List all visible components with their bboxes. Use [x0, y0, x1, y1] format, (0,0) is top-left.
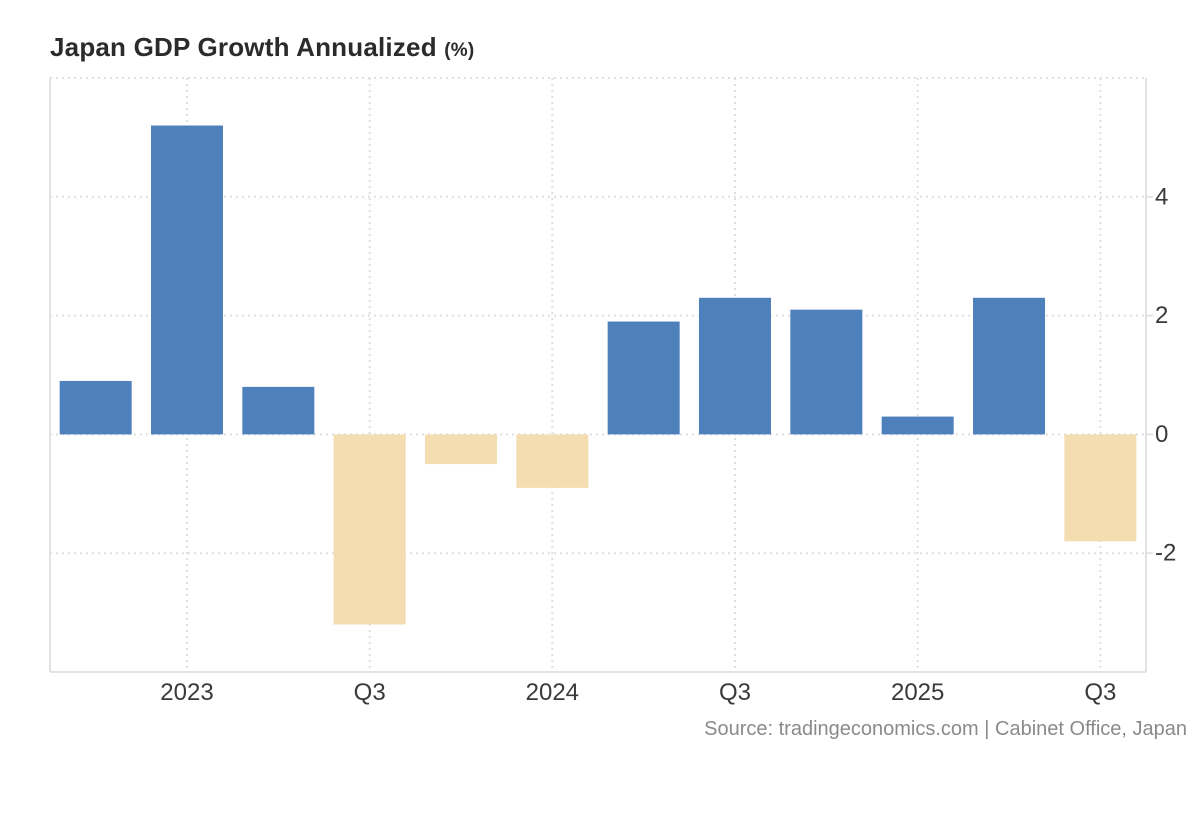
y-axis-label: -2 — [1155, 540, 1176, 567]
chart-title-text: Japan GDP Growth Annualized — [50, 32, 437, 62]
bar-2022-q4[interactable] — [59, 380, 132, 435]
bar-2025-q3[interactable] — [1064, 434, 1137, 542]
x-axis-label: Q3 — [354, 679, 386, 706]
x-axis-label: Q3 — [1084, 679, 1116, 706]
bar-2023-q3[interactable] — [333, 434, 406, 625]
bar-2023-q4[interactable] — [425, 434, 497, 465]
y-axis-label: 2 — [1155, 302, 1168, 329]
bar-2024-q4[interactable] — [790, 309, 863, 435]
source-attribution: Source: tradingeconomics.com | Cabinet O… — [704, 718, 1187, 740]
x-axis-label: 2024 — [526, 679, 579, 706]
bar-2024-q1[interactable] — [516, 434, 589, 488]
y-axis-label: 4 — [1155, 183, 1168, 210]
bar-2025-q1[interactable] — [881, 416, 954, 435]
bar-2023-q2[interactable] — [242, 386, 315, 435]
chart-title: Japan GDP Growth Annualized (%) — [50, 32, 474, 63]
chart-title-unit: (%) — [444, 40, 475, 61]
x-axis-label: 2025 — [891, 679, 944, 706]
x-axis-label: 2023 — [160, 679, 213, 706]
bar-2025-q2[interactable] — [973, 297, 1045, 435]
y-axis-label: 0 — [1155, 421, 1168, 448]
bar-2024-q3[interactable] — [699, 297, 771, 435]
bar-2024-q2[interactable] — [607, 321, 680, 435]
bar-2023-q1[interactable] — [151, 125, 223, 435]
x-axis-label: Q3 — [719, 679, 751, 706]
